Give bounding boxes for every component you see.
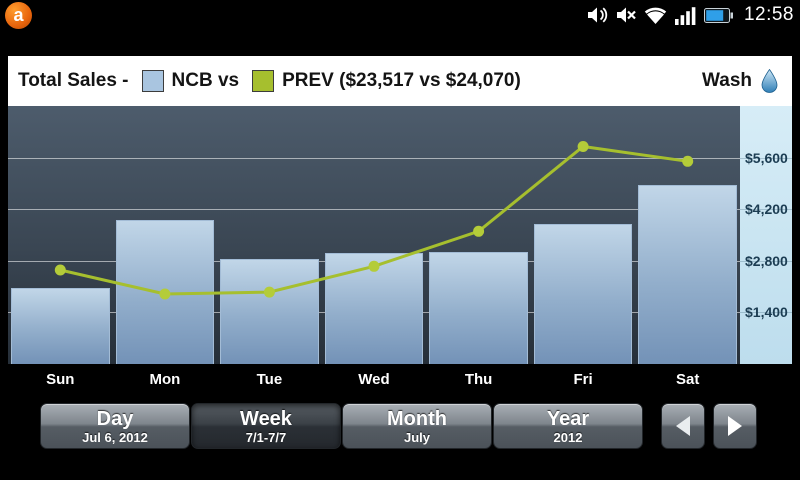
volume-icon (586, 5, 608, 25)
day-button-sublabel: Jul 6, 2012 (82, 429, 148, 445)
prev-legend-label: PREV ($23,517 vs $24,070) (282, 70, 521, 91)
month-button-sublabel: July (403, 429, 430, 445)
android-screen: a (0, 0, 800, 449)
prev-line-dot (263, 286, 275, 298)
x-axis: Sun Mon Tue Wed Thu Fri Sat (8, 364, 792, 394)
x-axis-label: Sun (46, 371, 75, 388)
status-icons: 12:58 (586, 4, 794, 26)
chart-plot-area (8, 106, 740, 364)
mute-icon (616, 5, 636, 25)
x-axis-label: Mon (149, 371, 181, 388)
right-arrow-icon (728, 416, 742, 436)
week-button-sublabel: 7/1-7/7 (245, 429, 287, 445)
prev-arrow-button[interactable] (661, 403, 705, 449)
x-axis-label: Thu (464, 371, 493, 388)
axis-tick-line (740, 260, 792, 262)
year-button[interactable]: Year 2012 (493, 403, 643, 449)
gridline (8, 157, 740, 159)
ncb-bar (533, 223, 633, 364)
year-button-sublabel: 2012 (553, 429, 583, 445)
app-content: Total Sales - NCB vs PREV ($23,517 vs $2… (0, 56, 800, 394)
axis-tick-line (740, 312, 792, 314)
status-clock: 12:58 (743, 4, 794, 25)
prev-line-dot (159, 288, 171, 300)
ncb-legend-swatch (141, 70, 164, 92)
prev-line-dot (473, 225, 485, 237)
sales-chart: $1,400 $2,800 $4,200 $5,600 (8, 106, 792, 364)
page-title: Total Sales - (18, 70, 129, 91)
ncb-bar (220, 259, 319, 364)
x-axis-label: Tue (256, 371, 283, 388)
y-axis-label: $2,800 (745, 252, 788, 269)
wash-label: Wash (702, 70, 752, 91)
y-axis-label: $4,200 (745, 201, 788, 218)
chart-legend: Total Sales - NCB vs PREV ($23,517 vs $2… (18, 70, 521, 92)
ncb-bar (11, 288, 110, 364)
x-axis-label: Wed (358, 371, 390, 388)
day-button[interactable]: Day Jul 6, 2012 (40, 403, 190, 449)
left-arrow-icon (676, 416, 690, 436)
week-button[interactable]: Week 7/1-7/7 (191, 403, 341, 449)
prev-line-dot (54, 264, 66, 276)
chart-header: Total Sales - NCB vs PREV ($23,517 vs $2… (8, 56, 792, 106)
ncb-bar (324, 253, 424, 364)
year-button-label: Year (546, 407, 590, 430)
day-button-label: Day (96, 407, 134, 430)
x-axis-label: Fri (573, 371, 593, 388)
app-logo-icon: a (5, 1, 32, 29)
status-bar: a (0, 0, 800, 30)
y-axis-label: $5,600 (745, 149, 788, 166)
gridline (8, 209, 740, 211)
ncb-legend-label: NCB vs (171, 70, 240, 91)
prev-line-series (54, 141, 694, 300)
x-axis-label: Sat (676, 371, 700, 388)
axis-tick-line (740, 157, 792, 159)
next-arrow-button[interactable] (713, 403, 757, 449)
prev-line-dot (368, 260, 380, 272)
wifi-icon (644, 6, 667, 25)
week-button-label: Week (240, 407, 292, 430)
month-button[interactable]: Month July (342, 403, 492, 449)
battery-icon (703, 7, 733, 24)
wash-indicator: Wash (702, 69, 778, 93)
signal-icon (674, 6, 696, 25)
ncb-bar (429, 251, 528, 364)
prev-line-dot (682, 155, 694, 167)
month-button-label: Month (387, 407, 447, 430)
y-axis-label: $1,400 (745, 304, 788, 321)
prev-legend-swatch (252, 70, 275, 92)
period-toolbar: Day Jul 6, 2012 Week 7/1-7/7 Month July … (0, 394, 800, 449)
water-drop-icon (761, 69, 778, 93)
y-axis: $1,400 $2,800 $4,200 $5,600 (740, 106, 792, 364)
axis-tick-line (740, 209, 792, 211)
ncb-bar (638, 185, 737, 364)
prev-line-dot (577, 141, 589, 152)
